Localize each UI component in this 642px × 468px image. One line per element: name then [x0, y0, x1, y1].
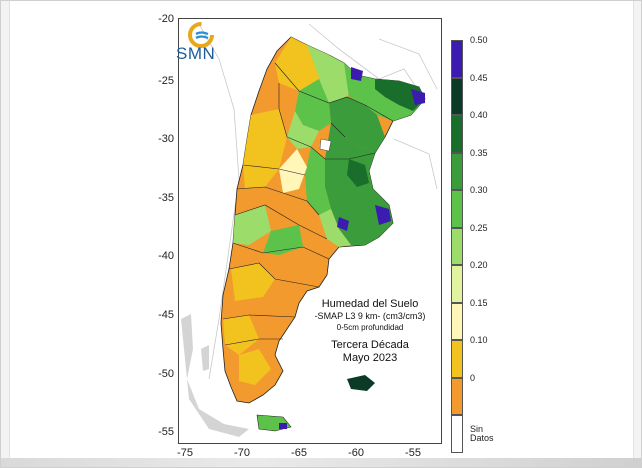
- window-left-edge: [0, 0, 10, 466]
- legend-swatch: [451, 115, 463, 153]
- y-tick: -25: [158, 75, 174, 87]
- x-tick: -55: [405, 447, 421, 459]
- title-line: Humedad del Suelo: [321, 298, 419, 310]
- legend-label: 0: [470, 372, 476, 383]
- y-tick: -30: [158, 133, 174, 145]
- legend-swatch: [451, 377, 463, 415]
- x-tick: -70: [234, 447, 250, 459]
- x-tick: -75: [177, 447, 193, 459]
- depth-line: 0-5cm profundidad: [336, 323, 404, 332]
- legend-label: 0.20: [470, 260, 488, 270]
- x-tick: -60: [348, 447, 364, 459]
- legend-label: Sin Datos: [470, 424, 494, 443]
- province-borders: [222, 62, 394, 346]
- legend-label: 0.15: [470, 297, 488, 308]
- argentina-soil-moisture-map: [181, 23, 438, 437]
- legend-swatch: [451, 265, 463, 303]
- y-tick: -35: [158, 192, 174, 204]
- y-tick: -20: [158, 13, 174, 25]
- legend-swatch: [451, 415, 463, 453]
- window-right-edge: [633, 0, 642, 466]
- chile-islands: [181, 314, 249, 437]
- x-tick: -65: [291, 447, 307, 459]
- y-tick: -50: [158, 368, 174, 380]
- legend-label: 0.10: [470, 335, 488, 345]
- legend-swatch: [451, 152, 463, 190]
- legend-swatch: [451, 77, 463, 115]
- islas-malvinas: [347, 375, 375, 391]
- y-tick: -40: [158, 250, 174, 262]
- legend-label: 0.40: [470, 110, 488, 120]
- smn-logo-icon: [188, 22, 214, 48]
- logo-text: SMN: [176, 44, 216, 63]
- y-tick: -55: [158, 426, 174, 438]
- legend-label: 0.45: [470, 72, 488, 83]
- legend-label: 0.35: [470, 147, 488, 158]
- subtitle-line: -SMAP L3 9 km- (cm3/cm3): [314, 311, 426, 321]
- legend-swatch: [451, 227, 463, 265]
- legend-swatch: [451, 340, 463, 378]
- period-line: Tercera Década: [331, 339, 409, 351]
- legend-label: 0.25: [470, 222, 488, 233]
- bottom-bar: [0, 458, 642, 468]
- legend-label: 0.30: [470, 185, 488, 195]
- y-tick: -45: [158, 309, 174, 321]
- map-panel: [178, 18, 442, 444]
- legend-swatch: [451, 190, 463, 228]
- date-line: Mayo 2023: [342, 352, 398, 364]
- legend-swatch: [451, 302, 463, 340]
- legend-swatch: [451, 40, 463, 78]
- legend-label: 0.50: [470, 35, 488, 45]
